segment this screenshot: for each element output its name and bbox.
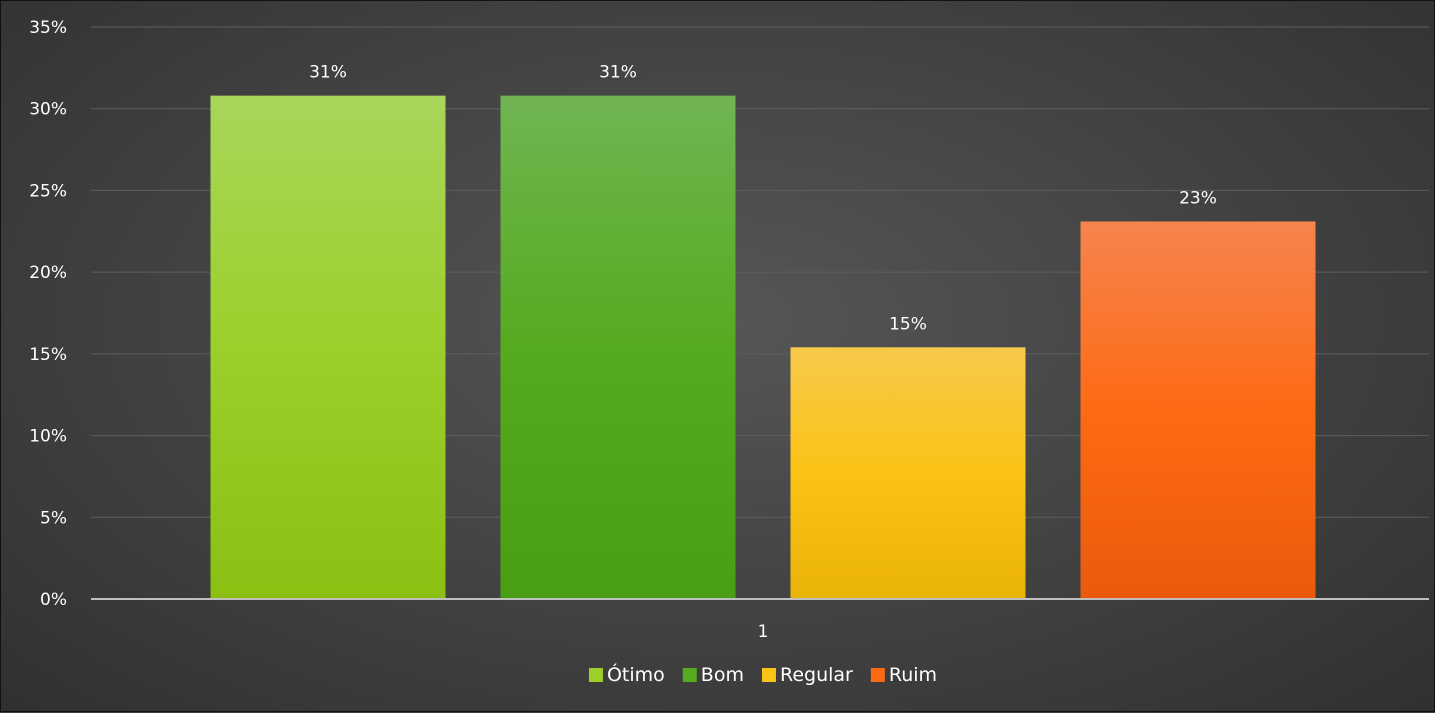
data-label: 15%	[889, 314, 927, 334]
legend-swatch-bom	[682, 668, 697, 682]
data-label: 23%	[1179, 188, 1217, 208]
bar-regular	[790, 347, 1026, 599]
legend-label: Ruim	[889, 664, 937, 686]
y-tick-label: 25%	[29, 181, 67, 201]
y-tick-label: 15%	[29, 345, 67, 365]
x-category-label: 1	[758, 622, 769, 642]
y-tick-label: 35%	[29, 18, 67, 38]
y-tick-label: 0%	[40, 590, 67, 610]
y-tick-label: 30%	[29, 100, 67, 120]
bar-ruim	[1080, 221, 1316, 600]
bar-ótimo	[210, 95, 446, 599]
y-axis-ticks: 0% 5% 10% 15% 20% 25% 30% 35%	[29, 18, 67, 610]
legend-swatch-ótimo	[588, 668, 603, 682]
y-tick-label: 10%	[29, 427, 67, 447]
data-label: 31%	[309, 63, 347, 83]
legend-label: Bom	[701, 664, 744, 686]
legend-swatch-ruim	[870, 668, 885, 682]
legend-swatch-regular	[761, 668, 776, 682]
data-label: 31%	[599, 63, 637, 83]
y-tick-label: 20%	[29, 263, 67, 283]
legend-label: Ótimo	[607, 662, 665, 686]
legend: Ótimo Bom Regular Ruim	[588, 662, 937, 686]
legend-label: Regular	[780, 664, 853, 686]
y-tick-label: 5%	[40, 508, 67, 528]
bar-bom	[500, 95, 736, 599]
bars	[210, 95, 1316, 600]
data-labels: 31% 31% 15% 23%	[309, 63, 1217, 335]
